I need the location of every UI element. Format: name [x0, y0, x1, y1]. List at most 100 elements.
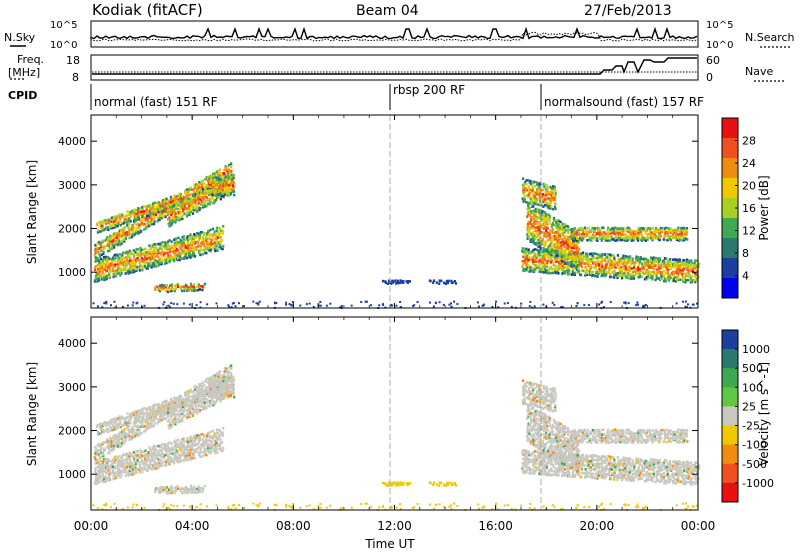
velocity-cell	[212, 430, 214, 433]
velocity-cell	[216, 451, 218, 454]
velocity-cell	[210, 431, 212, 434]
power-cell	[532, 231, 534, 234]
power-cell	[143, 223, 145, 226]
power-cell	[317, 303, 319, 305]
power-cell	[235, 305, 237, 307]
range-tick-label: 3000	[58, 179, 86, 192]
power-cell	[135, 227, 137, 230]
power-cell	[665, 258, 667, 261]
velocity-cell	[104, 449, 106, 452]
power-cell	[120, 272, 122, 275]
power-cell	[596, 275, 598, 278]
velocity-cell	[107, 428, 109, 431]
velocity-cell	[155, 467, 157, 470]
velocity-cell	[117, 463, 119, 466]
power-cell	[530, 233, 532, 236]
power-cell	[532, 205, 534, 208]
power-cell	[571, 244, 573, 247]
power-cell	[202, 253, 204, 256]
velocity-cell	[198, 399, 200, 402]
velocity-cell	[175, 439, 177, 442]
power-cell	[190, 256, 192, 259]
power-cell	[291, 305, 293, 307]
power-cell	[542, 247, 544, 250]
velocity-cell	[177, 457, 179, 460]
power-cell	[169, 220, 171, 223]
power-cell	[688, 266, 690, 269]
power-cell	[629, 273, 631, 276]
power-cell	[685, 237, 687, 240]
power-cell	[651, 231, 653, 234]
power-cell	[153, 210, 155, 213]
power-cell	[139, 261, 141, 264]
power-cell	[131, 260, 133, 263]
power-cell	[131, 210, 133, 213]
power-cell	[206, 303, 208, 305]
power-cell	[117, 225, 119, 228]
power-cell	[175, 216, 177, 219]
power-cell	[617, 254, 619, 257]
power-cell	[525, 187, 527, 190]
power-cell	[185, 203, 187, 206]
power-cell	[522, 247, 524, 250]
power-cell	[669, 260, 671, 263]
power-cell	[557, 255, 559, 258]
power-cell	[613, 276, 615, 279]
power-cell	[175, 244, 177, 247]
power-cell	[637, 304, 639, 306]
velocity-cell	[126, 416, 128, 419]
power-cell	[553, 231, 555, 234]
power-cell	[154, 250, 156, 253]
power-cell	[151, 207, 153, 210]
power-cell	[567, 230, 569, 233]
power-cell	[655, 260, 657, 263]
power-cell	[685, 301, 687, 303]
power-cell	[534, 215, 536, 218]
power-cell	[252, 301, 254, 303]
power-cell	[681, 273, 683, 276]
velocity-cell	[191, 452, 193, 455]
velocity-cell	[216, 447, 218, 450]
power-cell	[549, 186, 551, 189]
power-cell	[233, 302, 235, 304]
power-cell	[98, 262, 100, 265]
velocity-cell	[114, 434, 116, 437]
power-cell	[643, 258, 645, 261]
power-cell	[542, 271, 544, 274]
power-cell	[574, 227, 576, 230]
power-cell	[140, 218, 142, 221]
power-cell	[230, 184, 232, 187]
power-cell	[200, 196, 202, 199]
power-cell	[220, 198, 222, 201]
velocity-cell	[117, 427, 119, 430]
power-cell	[183, 235, 185, 238]
power-cell	[177, 249, 179, 252]
power-cell	[163, 301, 165, 303]
power-cell	[155, 265, 157, 268]
power-cell	[198, 201, 200, 204]
power-cell	[274, 302, 276, 304]
power-cell	[100, 258, 102, 261]
power-cell	[114, 263, 116, 266]
power-cell	[530, 210, 532, 213]
power-cell	[625, 255, 627, 258]
power-cell	[564, 226, 566, 229]
velocity-cell	[98, 479, 100, 482]
velocity-cell	[112, 441, 114, 444]
power-cell	[445, 282, 447, 285]
power-cell	[360, 301, 362, 303]
power-cell	[672, 259, 674, 262]
power-cell	[144, 248, 146, 251]
power-cell	[477, 301, 479, 303]
power-cell	[521, 250, 523, 253]
power-cell	[216, 171, 218, 174]
velocity-cell	[98, 464, 100, 467]
power-cell	[657, 263, 659, 266]
velocity-cell	[198, 403, 200, 406]
power-cell	[604, 260, 606, 263]
power-cell	[590, 258, 592, 261]
power-cell	[299, 305, 301, 307]
power-cell	[537, 221, 539, 224]
velocity-cell	[106, 477, 108, 480]
power-cell	[216, 302, 218, 304]
